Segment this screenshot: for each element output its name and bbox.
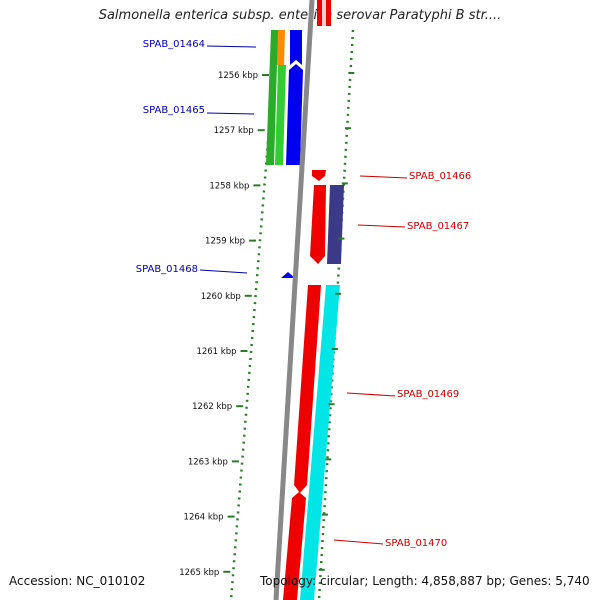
gene-blue-top[interactable]: [290, 30, 302, 65]
tick-label: 1264 kbp: [184, 513, 224, 523]
gene-blue-1468[interactable]: [281, 272, 295, 278]
gene-label-group: SPAB_01464 SPAB_01465 SPAB_01466 SPAB_01467…: [136, 39, 472, 549]
tick-label: 1258 kbp: [209, 181, 249, 191]
genome-stats-text: Topology: circular; Length: 4,858,887 bp…: [260, 574, 590, 588]
gene-red-1469[interactable]: [294, 285, 321, 493]
tick-label: 1260 kbp: [201, 292, 241, 302]
gene-label[interactable]: SPAB_01466: [409, 171, 471, 182]
gene-label[interactable]: SPAB_01469: [397, 389, 459, 400]
accession-text: Accession: NC_010102: [9, 574, 146, 588]
gene-purple[interactable]: [327, 185, 344, 264]
gene-red-1470[interactable]: [283, 492, 306, 600]
gene-leader-line: [357, 224, 406, 228]
axis-ticks: 1256 kbp 1257 kbp 1258 kbp 1259 kbp 1260 kbp…: [179, 71, 355, 578]
tick-label: 1259 kbp: [205, 237, 245, 247]
gene-label[interactable]: SPAB_01467: [407, 221, 469, 232]
tick-label: 1263 kbp: [188, 457, 228, 467]
tick-label: 1257 kbp: [214, 126, 254, 136]
gene-green[interactable]: [266, 30, 278, 165]
gene-label[interactable]: SPAB_01468: [136, 264, 198, 275]
gene-label[interactable]: SPAB_01470: [385, 538, 447, 549]
gene-leader-line: [199, 269, 248, 274]
left-ruler-dots: [229, 29, 279, 600]
gene-features: [266, 0, 344, 600]
gene-label[interactable]: SPAB_01464: [143, 39, 205, 50]
gene-leader-line: [206, 45, 257, 48]
backbone: [273, 0, 315, 600]
gene-leader-line: [359, 175, 408, 179]
gene-red-1467[interactable]: [310, 185, 326, 264]
gene-leader-line: [346, 392, 396, 397]
gene-green-light[interactable]: [275, 65, 286, 165]
gene-leader-line: [206, 112, 255, 115]
gene-cyan[interactable]: [300, 285, 340, 600]
gene-leader-line: [333, 539, 384, 545]
tick-label: 1261 kbp: [196, 347, 236, 357]
gene-blue[interactable]: [286, 64, 303, 165]
tick-label: 1262 kbp: [192, 402, 232, 412]
map-title: Salmonella enterica subsp. enterica sero…: [98, 8, 502, 23]
gene-label[interactable]: SPAB_01465: [143, 105, 205, 116]
tick-label: 1256 kbp: [218, 71, 258, 81]
tick-label: 1265 kbp: [179, 568, 219, 578]
gene-red-small[interactable]: [312, 170, 326, 181]
gene-orange[interactable]: [276, 30, 285, 65]
